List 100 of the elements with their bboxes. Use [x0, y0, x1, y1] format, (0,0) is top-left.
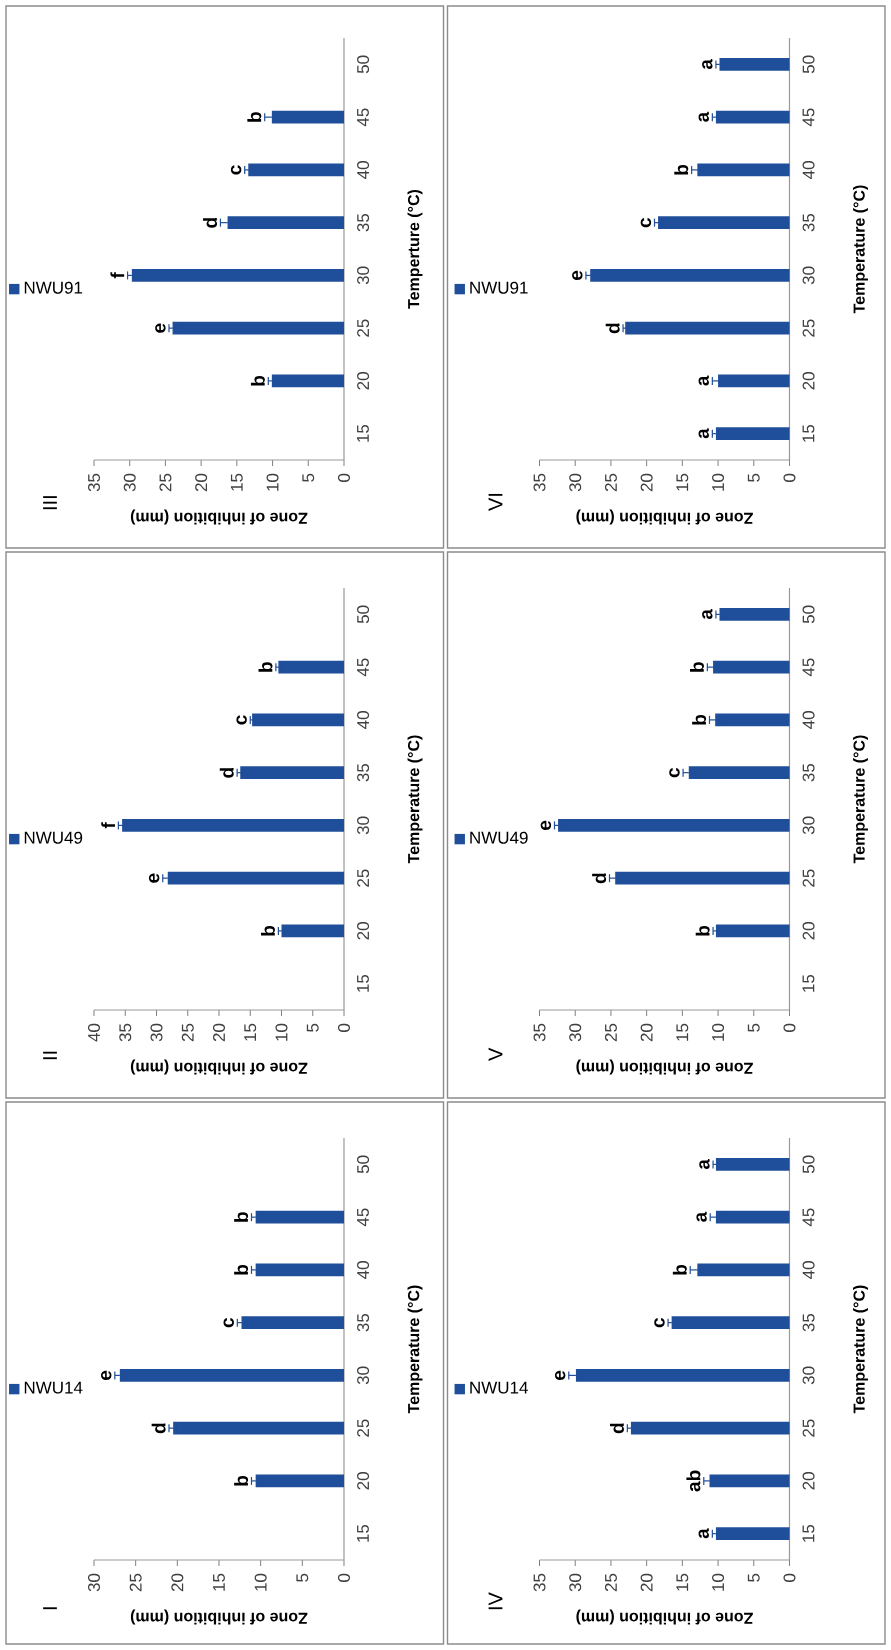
legend-label: NWU14 — [24, 1381, 83, 1394]
legend-label: NWU49 — [470, 831, 528, 844]
y-tick-label: 30 — [802, 816, 815, 835]
y-tick-label: 15 — [802, 1524, 815, 1542]
y-axis-title: Temperature (°C) — [853, 735, 868, 864]
bar — [575, 1369, 790, 1382]
legend-label: NWU14 — [470, 1381, 528, 1394]
x-tick-label: 35 — [87, 473, 100, 492]
y-axis-title: Temperature (°C) — [407, 1285, 423, 1414]
x-tick-label: 5 — [302, 473, 315, 482]
annotation: b — [689, 662, 704, 672]
bar — [167, 871, 344, 885]
y-tick-label: 15 — [802, 424, 815, 442]
x-tick-label: 0 — [337, 1023, 351, 1032]
annotation: e — [148, 873, 160, 883]
x-axis-title: Zone of inhibition (mm) — [130, 509, 308, 525]
bar — [615, 871, 790, 885]
x-tick-label: 10 — [254, 1573, 267, 1591]
x-tick-label: 25 — [604, 1573, 617, 1592]
y-tick-label: 45 — [802, 658, 815, 677]
x-tick-label: 15 — [676, 473, 689, 491]
annotation: a — [698, 428, 709, 439]
x-tick-label: 5 — [747, 1023, 760, 1032]
bar — [278, 660, 344, 674]
annotation: e — [572, 270, 583, 280]
y-tick-label: 50 — [357, 1155, 370, 1174]
y-tick-label: 40 — [802, 161, 815, 179]
y-tick-label: 40 — [357, 1261, 370, 1279]
annotation: f — [110, 272, 125, 279]
x-tick-label: 15 — [676, 1023, 689, 1041]
annotation: ab — [686, 1470, 701, 1492]
bar — [255, 1263, 344, 1277]
bar — [630, 1421, 790, 1435]
bar — [719, 608, 790, 621]
x-tick-label: 35 — [533, 1023, 546, 1042]
bar — [671, 1316, 790, 1329]
annotation: c — [230, 165, 242, 175]
bar — [625, 321, 790, 335]
annotation: e — [155, 323, 166, 333]
bar — [715, 713, 790, 727]
x-tick-label: 20 — [640, 1573, 653, 1592]
y-tick-label: 20 — [802, 922, 815, 940]
y-tick-label: 25 — [802, 319, 815, 337]
bar — [713, 660, 790, 674]
legend-label: NWU49 — [24, 831, 83, 844]
bar — [688, 766, 790, 779]
x-tick-label: 5 — [306, 1023, 319, 1032]
y-tick-label: 50 — [802, 55, 815, 74]
bar — [255, 1210, 344, 1224]
annotation: e — [554, 1370, 566, 1380]
x-axis-title: Zone of inhibition (mm) — [130, 1609, 308, 1625]
text: IV — [488, 1592, 503, 1610]
x-tick-label: 30 — [569, 1573, 582, 1592]
annotation: b — [692, 714, 707, 725]
annotation: e — [101, 1370, 112, 1380]
bar — [281, 924, 344, 938]
bar — [697, 1263, 790, 1277]
x-tick-label: 25 — [604, 1023, 617, 1042]
y-tick-label: 50 — [357, 55, 370, 74]
annotation: b — [258, 662, 273, 672]
bar — [271, 110, 344, 124]
annotation: b — [695, 925, 710, 936]
y-axis-title: Temperature (°C) — [853, 185, 868, 314]
y-tick-label: 50 — [802, 1155, 815, 1174]
bar — [718, 374, 790, 388]
bar — [715, 1527, 790, 1540]
y-tick-label: 30 — [357, 1366, 370, 1385]
annotation: d — [151, 1423, 166, 1434]
text: VI — [488, 493, 503, 511]
y-tick-label: 45 — [802, 108, 815, 127]
annotation: a — [696, 1211, 707, 1222]
y-tick-label: 20 — [357, 922, 370, 940]
x-tick-label: 35 — [119, 1023, 132, 1042]
annotation: b — [250, 375, 265, 386]
y-tick-label: 35 — [802, 213, 815, 232]
y-tick-label: 40 — [802, 711, 815, 729]
y-tick-label: 45 — [357, 658, 369, 677]
y-tick-label: 25 — [802, 869, 815, 887]
x-axis-title: Zone of inhibition (mm) — [576, 1609, 753, 1625]
x-tick-label: 15 — [230, 473, 243, 491]
x-tick-label: 15 — [213, 1573, 225, 1591]
bar — [715, 924, 790, 938]
x-tick-label: 25 — [604, 473, 617, 492]
annotation: b — [672, 1264, 687, 1275]
y-axis-title: Temperture (°C) — [407, 189, 423, 309]
annotation: b — [234, 1212, 249, 1222]
annotation: e — [540, 820, 552, 830]
y-tick-label: 40 — [357, 161, 370, 179]
annotation: b — [261, 925, 275, 936]
y-tick-label: 50 — [357, 605, 370, 624]
annotation: d — [203, 218, 218, 228]
y-tick-label: 25 — [357, 1419, 370, 1437]
bar — [173, 1421, 344, 1435]
x-tick-label: 20 — [171, 1573, 184, 1592]
x-tick-label: 25 — [129, 1573, 142, 1592]
y-tick-label: 30 — [357, 266, 370, 285]
text: III — [43, 496, 57, 510]
y-tick-label: 15 — [357, 1524, 369, 1542]
y-tick-label: 30 — [802, 266, 815, 285]
y-tick-label: 15 — [357, 974, 369, 992]
